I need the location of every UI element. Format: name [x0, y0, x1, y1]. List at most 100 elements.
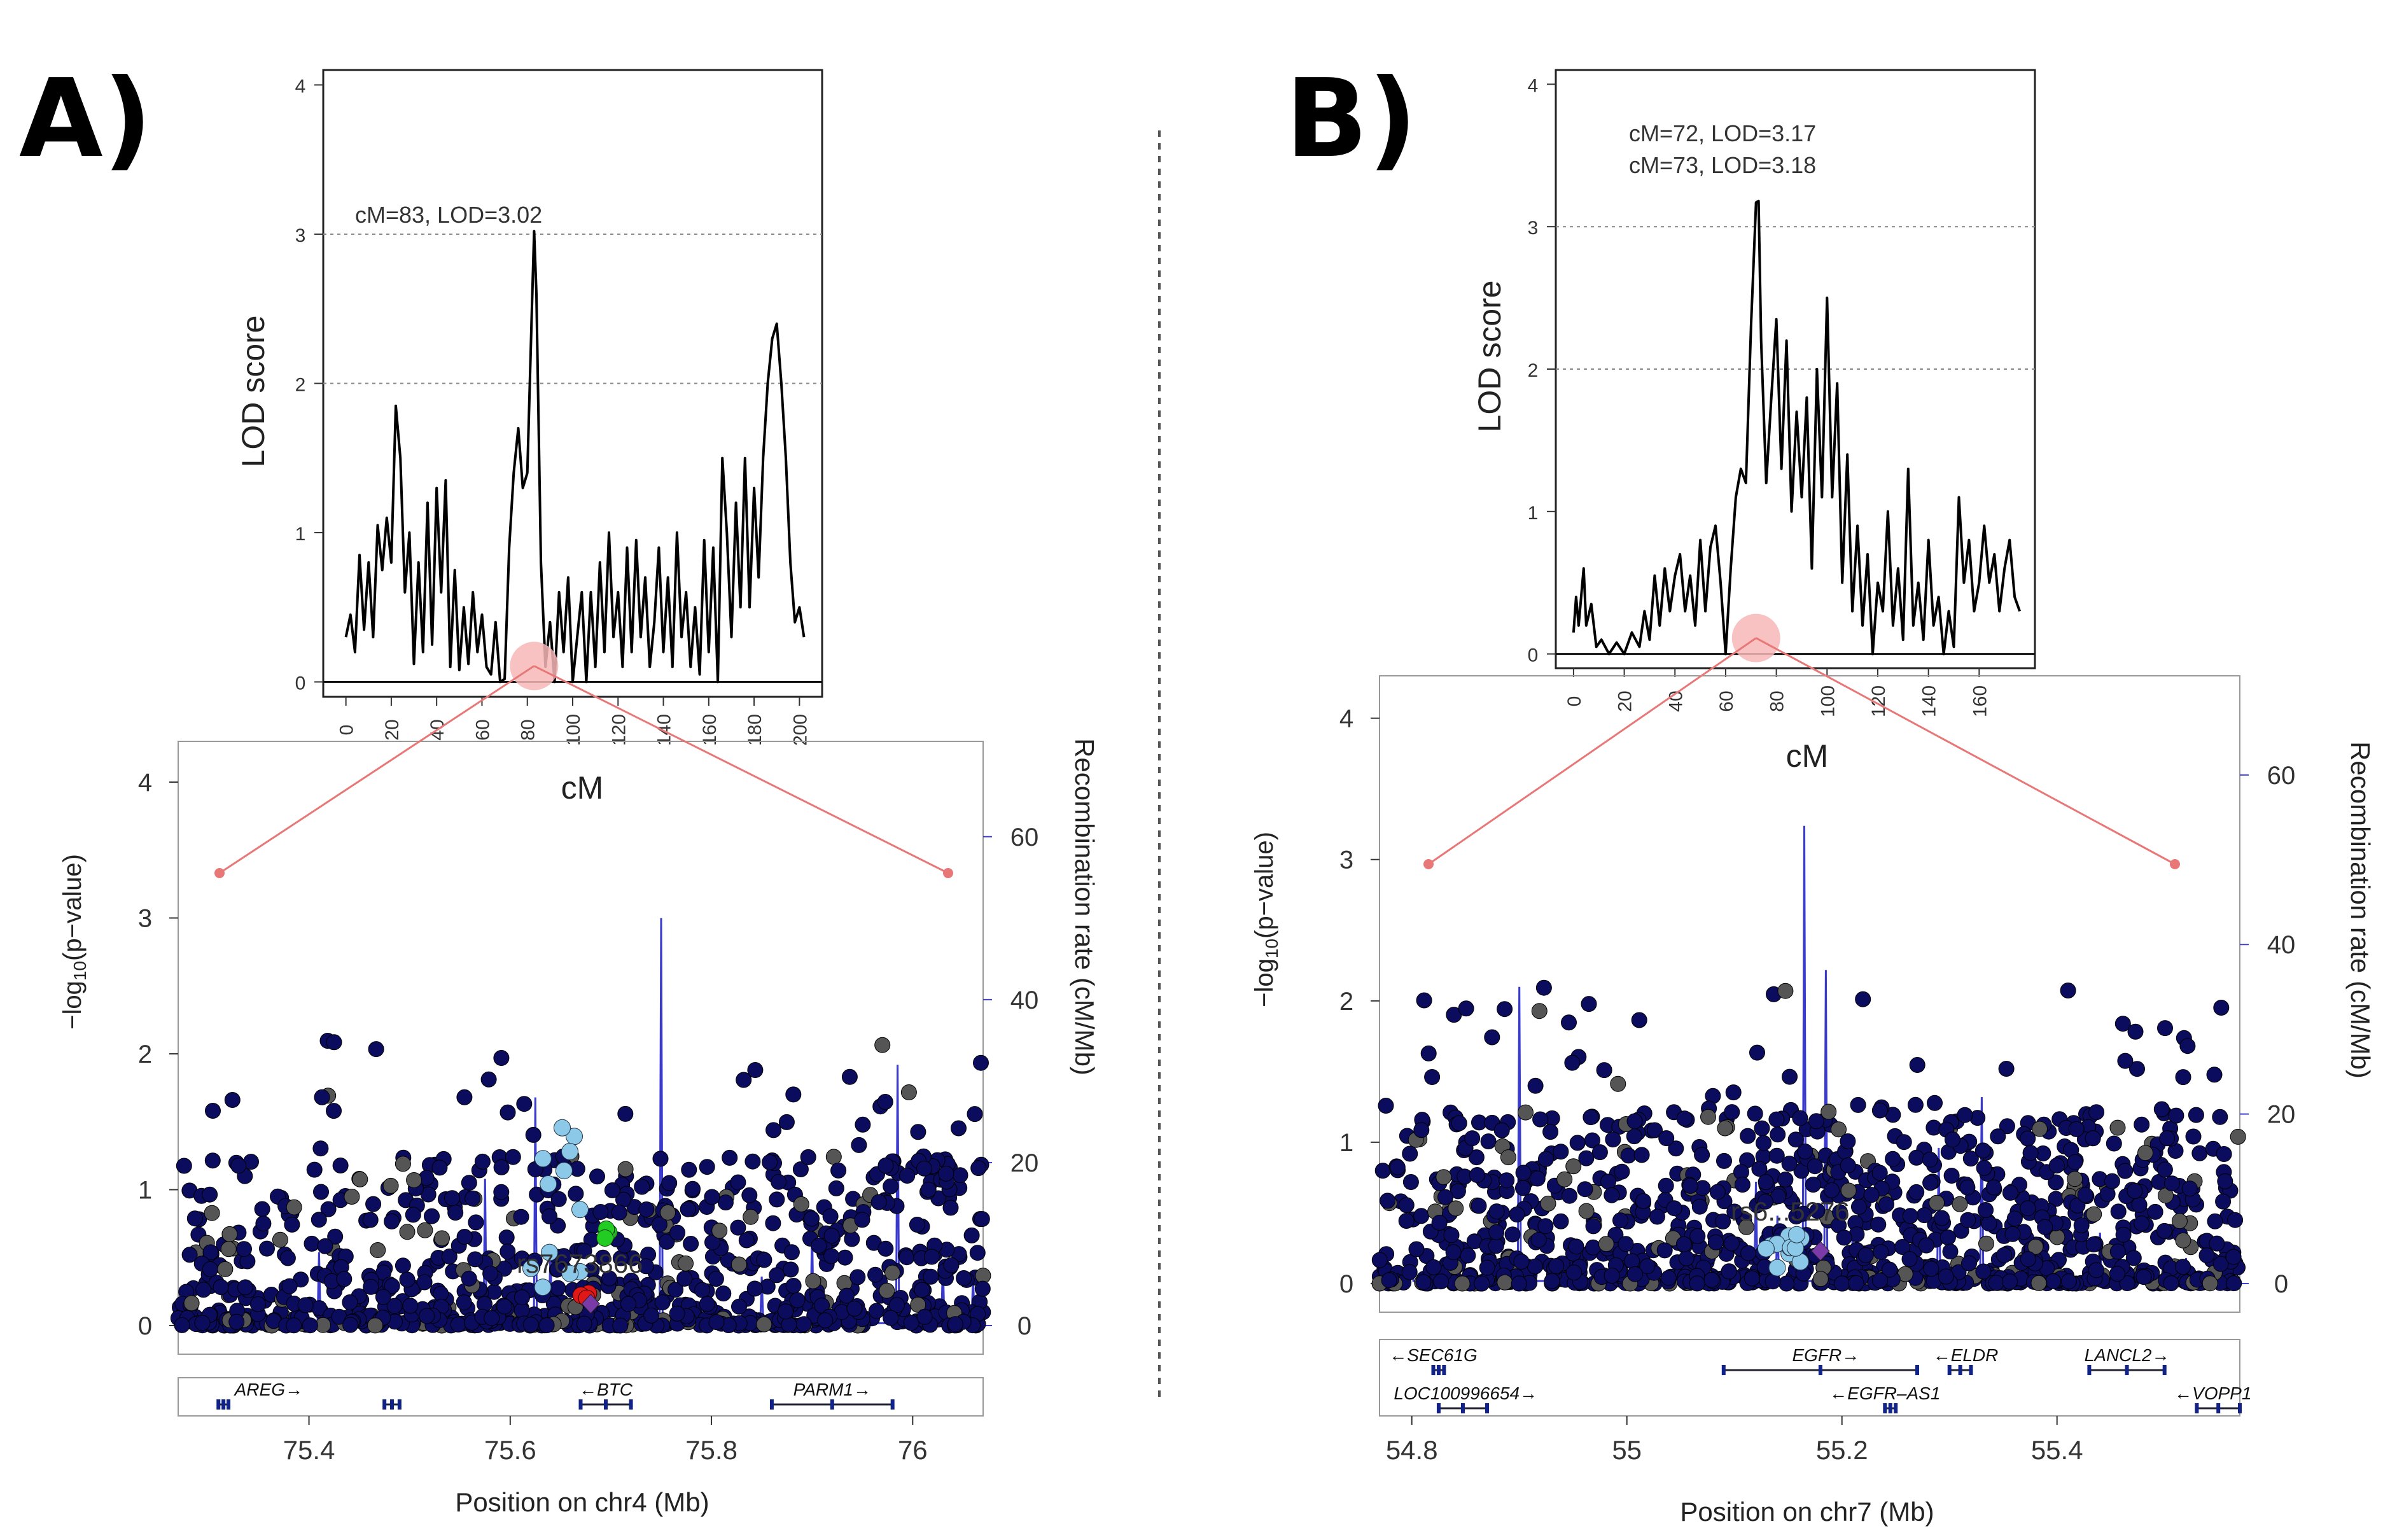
snp-point: [1488, 1203, 1505, 1220]
lod-b-annotation-2: cM=73, LOD=3.18: [1629, 152, 1816, 178]
snp-point: [1806, 1158, 1823, 1175]
snp-point: [1618, 1236, 1634, 1252]
snp-point: [1927, 1095, 1943, 1111]
gene-exon: [604, 1399, 608, 1410]
snp-point: [1469, 1167, 1485, 1183]
manhattan-b-y2label: Recombination rate (cM/Mb): [2345, 741, 2375, 1079]
snp-point: [846, 1300, 863, 1317]
snp-point: [1840, 1157, 1856, 1173]
snp-point-ld-mid: [596, 1229, 614, 1247]
snp-point: [1768, 1147, 1785, 1164]
snp-point: [2004, 1226, 2021, 1242]
gene-exon: [830, 1399, 834, 1410]
lod-xtick-label: 100: [563, 714, 584, 746]
snp-point: [2109, 1119, 2126, 1136]
manhattan-ytick-label: 1: [138, 1177, 152, 1205]
snp-point: [2060, 1273, 2077, 1289]
snp-point: [2020, 1200, 2036, 1217]
snp-point: [1824, 1182, 1840, 1198]
snp-point: [513, 1208, 529, 1225]
snp-point: [1493, 1122, 1510, 1138]
lod-a-xlabel: cM: [561, 770, 604, 806]
snp-point: [680, 1201, 696, 1217]
gene-exon: [1436, 1365, 1441, 1375]
gene-exon: [216, 1399, 221, 1410]
manhattan-ytick-label: 2: [1339, 988, 1353, 1016]
lod-xtick-label: 0: [337, 725, 358, 736]
snp-point: [916, 1160, 932, 1177]
gene-exon: [1485, 1403, 1489, 1413]
snp-point: [783, 1244, 800, 1261]
snp-point: [661, 1175, 678, 1191]
snp-point-ld-low: [1757, 1240, 1775, 1257]
snp-point: [2106, 1135, 2122, 1152]
lead-snp-marker: [1811, 1241, 1830, 1261]
snp-point: [1612, 1212, 1628, 1229]
snp-point: [1872, 1272, 1888, 1289]
snp-point: [1961, 1255, 1977, 1271]
snp-point: [974, 1280, 991, 1297]
snp-point: [1754, 1120, 1770, 1137]
zoom-line-left: [1428, 637, 1757, 865]
snp-point: [1734, 1177, 1751, 1193]
snp-point: [480, 1071, 497, 1088]
snp-point: [1425, 1259, 1442, 1275]
snp-point: [1703, 1271, 1720, 1288]
lead-snp-marker: [581, 1294, 600, 1314]
snp-point: [1777, 983, 1794, 999]
lod-ytick-label: 0: [295, 673, 306, 694]
snp-point: [205, 1103, 221, 1119]
snp-point: [800, 1149, 816, 1165]
snp-point: [1975, 1263, 1992, 1280]
snp-point: [498, 1229, 515, 1246]
snp-point: [830, 1162, 847, 1179]
snp-point: [2037, 1219, 2053, 1235]
snp-point: [867, 1266, 884, 1283]
snp-point: [1996, 1247, 2012, 1263]
lod-xtick-label: 20: [382, 719, 403, 740]
snp-point: [1985, 1179, 2002, 1196]
snp-point: [386, 1298, 403, 1314]
snp-point: [2209, 1235, 2225, 1252]
snp-point: [1626, 1113, 1643, 1130]
manhattan-xtick-label: 55.2: [1816, 1435, 1868, 1465]
snp-point: [195, 1282, 212, 1298]
snp-point: [1724, 1235, 1740, 1252]
lod-ytick-label: 2: [295, 375, 306, 396]
snp-point: [1779, 1275, 1795, 1292]
snp-point: [638, 1201, 655, 1217]
snp-point: [1585, 1218, 1602, 1235]
snp-point: [822, 1208, 839, 1224]
snp-point: [542, 1208, 557, 1224]
snp-point: [825, 1149, 842, 1165]
gene-exon: [397, 1399, 402, 1410]
snp-point: [1561, 1014, 1577, 1031]
snp-point: [1960, 1212, 1976, 1228]
snp-point: [2159, 1130, 2176, 1147]
snp-point: [1682, 1178, 1698, 1194]
snp-point: [667, 1282, 684, 1298]
lod-ytick-label: 2: [1528, 360, 1539, 381]
lod-xtick-label: 100: [1817, 685, 1838, 717]
snp-point: [365, 1196, 382, 1212]
snp-point: [1389, 1159, 1406, 1175]
snp-point: [1530, 1231, 1547, 1248]
panel-b-letter: B): [1285, 56, 1417, 182]
snp-point: [1535, 979, 1552, 996]
snp-point: [1922, 1151, 1938, 1168]
gene-exon: [390, 1399, 395, 1410]
snp-point: [186, 1210, 203, 1227]
snp-point: [297, 1297, 314, 1313]
snp-point: [302, 1317, 318, 1334]
snp-point-ld-low: [534, 1150, 552, 1168]
snp-point: [327, 1228, 344, 1245]
snp-point: [765, 1215, 781, 1231]
gene-exon: [2087, 1365, 2092, 1375]
snp-point: [1416, 992, 1432, 1009]
snp-point: [204, 1152, 221, 1169]
snp-point: [2114, 1016, 2131, 1032]
snp-point: [1666, 1200, 1682, 1217]
snp-point: [2048, 1158, 2065, 1173]
snp-point: [681, 1161, 697, 1178]
snp-point: [849, 1269, 866, 1285]
